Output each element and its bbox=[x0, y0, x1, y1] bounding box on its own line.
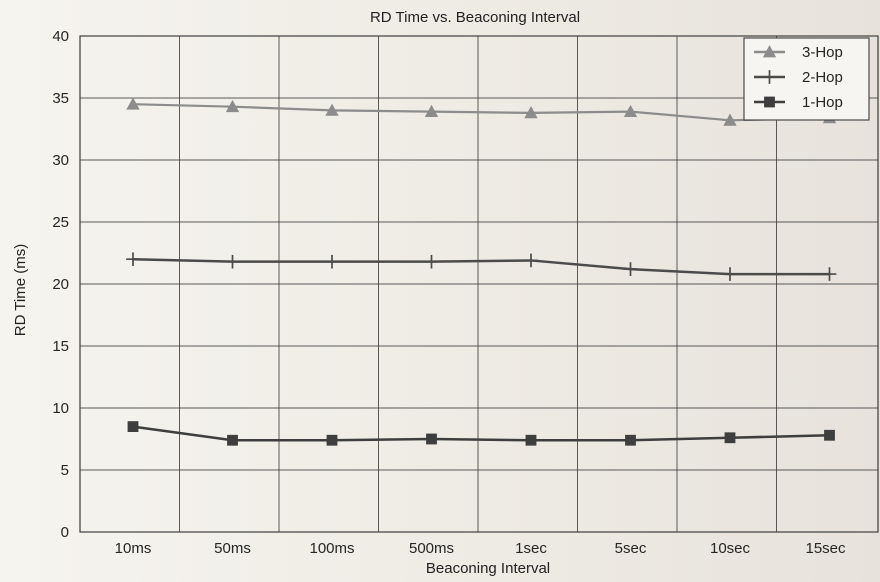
y-tick-label: 25 bbox=[52, 214, 69, 231]
2-hop-point bbox=[822, 267, 837, 281]
series-2-hop bbox=[126, 252, 837, 281]
1-hop-point bbox=[326, 434, 338, 446]
x-tick-label: 10sec bbox=[710, 540, 751, 557]
x-tick-label: 10ms bbox=[115, 540, 152, 557]
2-hop-point bbox=[623, 262, 638, 276]
y-tick-label: 5 bbox=[61, 462, 69, 479]
plot-grid bbox=[79, 35, 879, 533]
y-tick-label: 0 bbox=[61, 524, 69, 541]
2-hop-point bbox=[524, 253, 538, 268]
2-hop-point bbox=[325, 254, 339, 269]
x-axis-ticks: 10ms 50ms 100ms 500ms 1sec 5sec 10sec 15sec bbox=[115, 540, 846, 557]
y-tick-label: 20 bbox=[52, 276, 69, 293]
2-hop-point bbox=[126, 252, 140, 267]
legend-marker-3-hop bbox=[762, 45, 777, 58]
1-hop-point bbox=[426, 433, 437, 445]
y-tick-label: 35 bbox=[52, 90, 69, 107]
series-3-hop bbox=[126, 97, 837, 126]
legend-item-3-hop: 3-Hop bbox=[754, 44, 843, 61]
y-tick-label: 40 bbox=[52, 28, 69, 45]
series-layer bbox=[126, 97, 837, 446]
2-hop-point bbox=[225, 254, 240, 269]
legend-marker-2-hop bbox=[762, 70, 777, 84]
3-hop-point bbox=[126, 97, 140, 110]
legend-label: 1-Hop bbox=[802, 94, 843, 111]
legend-marker-1-hop bbox=[764, 96, 775, 108]
legend-item-1-hop: 1-Hop bbox=[754, 94, 843, 111]
legend-label: 2-Hop bbox=[802, 69, 843, 86]
y-tick-label: 10 bbox=[52, 400, 69, 417]
3-hop-point bbox=[325, 103, 339, 116]
y-tick-label: 15 bbox=[52, 338, 69, 355]
x-axis-label: Beaconing Interval bbox=[426, 560, 550, 577]
x-tick-label: 5sec bbox=[615, 540, 647, 557]
1-hop-point bbox=[625, 434, 636, 446]
3-hop-point bbox=[524, 106, 538, 119]
3-hop-point bbox=[424, 104, 439, 118]
chart-title: RD Time vs. Beaconing Interval bbox=[370, 9, 580, 26]
series-line-3-hop bbox=[131, 103, 831, 122]
1-hop-point bbox=[525, 434, 537, 446]
y-axis-label: RD Time (ms) bbox=[12, 244, 29, 337]
y-tick-label: 30 bbox=[52, 152, 69, 169]
3-hop-point bbox=[225, 99, 240, 113]
2-hop-point bbox=[723, 267, 737, 281]
y-axis-ticks: 0 5 10 15 20 25 30 35 40 bbox=[52, 28, 69, 541]
3-hop-point bbox=[723, 113, 737, 126]
1-hop-point bbox=[724, 432, 736, 444]
x-tick-label: 100ms bbox=[309, 540, 354, 557]
2-hop-point bbox=[424, 254, 439, 269]
legend-item-2-hop: 2-Hop bbox=[754, 69, 843, 86]
x-tick-label: 1sec bbox=[515, 540, 547, 557]
legend: 3-Hop 2-Hop 1-Hop bbox=[743, 37, 870, 121]
x-tick-label: 500ms bbox=[409, 540, 454, 557]
x-tick-label: 15sec bbox=[805, 540, 846, 557]
1-hop-point bbox=[227, 434, 238, 446]
legend-label: 3-Hop bbox=[802, 44, 843, 61]
series-1-hop bbox=[127, 421, 835, 446]
3-hop-point bbox=[623, 104, 638, 118]
1-hop-point bbox=[127, 421, 139, 433]
series-line-2-hop bbox=[131, 257, 831, 276]
series-line-1-hop bbox=[131, 425, 831, 442]
x-tick-label: 50ms bbox=[214, 540, 251, 557]
1-hop-point bbox=[824, 429, 835, 441]
